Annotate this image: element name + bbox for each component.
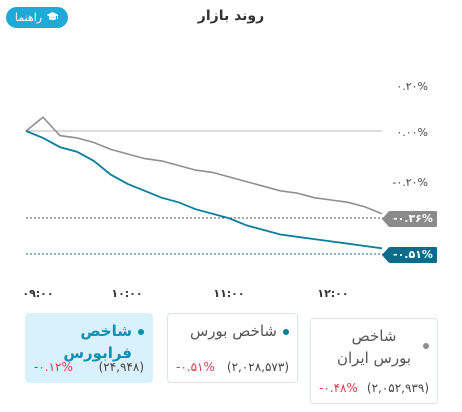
guide-label: راهنما — [14, 11, 43, 24]
y-tick-label: ۰.۲۰% — [396, 80, 428, 93]
guide-button[interactable]: راهنما — [6, 7, 68, 28]
x-tick-label: ۱۰:۰۰ — [111, 287, 142, 300]
y-tick-label: -۰.۲۰% — [392, 176, 428, 189]
line-series-bourse — [25, 116, 383, 215]
tag-gray-label: -۰.۳۶% — [393, 212, 433, 225]
y-tick-label: ۰.۰۰% — [396, 126, 428, 139]
x-tick-label: ۱۱:۰۰ — [213, 287, 244, 300]
card-title: شاخص فرابورس — [63, 322, 132, 362]
graduation-cap-icon — [46, 11, 59, 25]
card-value: (۲۴,۹۴۸) — [98, 360, 144, 374]
card-iran-bourse-index[interactable]: شاخص بورس ایران (۲,۰۵۲,۹۳۹) -۰.۴۸% — [310, 318, 438, 404]
market-trend-chart: ۰.۲۰% ۰.۰۰% -۰.۲۰% ۰۹:۰۰ ۱۰:۰۰ ۱۱:۰۰ ۱۲:… — [22, 80, 428, 300]
x-tick-label: ۱۲:۰۰ — [317, 287, 348, 300]
series-dot — [138, 329, 144, 335]
current-value-tag-teal: -۰.۵۱% — [382, 247, 437, 263]
line-series-farabourse — [25, 130, 383, 250]
card-change: -۰.۱۲% — [34, 360, 73, 374]
card-change: -۰.۴۸% — [319, 381, 358, 395]
card-title: شاخص بورس — [189, 322, 277, 340]
card-bourse-index[interactable]: شاخص بورس (۲,۰۲۸,۵۷۳) -۰.۵۱% — [167, 313, 298, 383]
x-tick-label: ۰۹:۰۰ — [22, 287, 53, 300]
series-dot — [423, 343, 429, 349]
series-dot — [283, 329, 289, 335]
tag-teal-label: -۰.۵۱% — [393, 248, 433, 261]
card-change: -۰.۵۱% — [176, 360, 215, 374]
card-value: (۲,۰۵۲,۹۳۹) — [366, 381, 429, 395]
current-value-tag-gray: -۰.۳۶% — [382, 211, 437, 227]
page-title: روند بازار — [197, 8, 265, 24]
card-title: شاخص بورس ایران — [336, 327, 412, 367]
card-value: (۲,۰۲۸,۵۷۳) — [226, 360, 289, 374]
card-farabourse-index[interactable]: شاخص فرابورس (۲۴,۹۴۸) -۰.۱۲% — [25, 313, 153, 383]
